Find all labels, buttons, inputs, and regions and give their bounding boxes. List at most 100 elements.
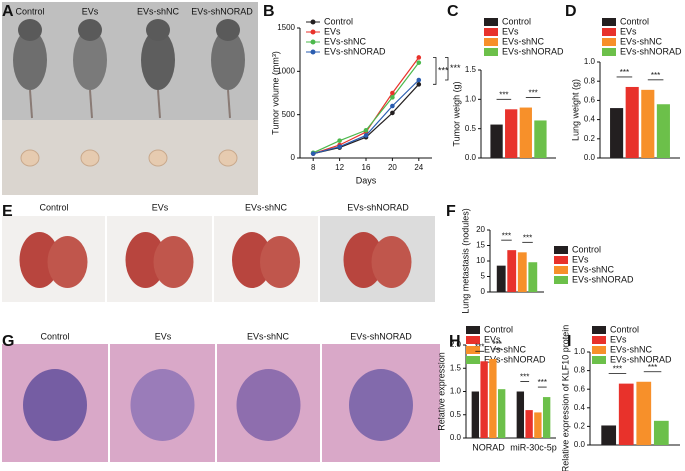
photo-label: EVs — [155, 331, 172, 341]
legend-label: EVs-shNORAD — [484, 354, 546, 364]
legend-swatch — [602, 18, 616, 26]
bar — [516, 391, 525, 438]
y-tick-label: 0 — [291, 153, 296, 162]
y-tick-label: 10 — [476, 256, 485, 265]
annotation: *** — [523, 233, 532, 242]
legend-swatch — [554, 246, 568, 254]
y-tick-label: 5 — [481, 272, 486, 281]
y-axis-label: Tumor weigh (g) — [451, 81, 461, 146]
x-tick-label: 16 — [362, 163, 371, 172]
bar — [528, 262, 538, 292]
panel-letter: A — [2, 3, 14, 20]
legend-label: EVs — [610, 334, 627, 344]
mouse-head — [78, 19, 102, 41]
point — [363, 127, 369, 133]
annotation: *** — [538, 378, 547, 387]
lung — [371, 236, 412, 288]
legend-label: EVs-shNORAD — [502, 46, 564, 56]
histology-region — [23, 369, 87, 441]
panel-letter: C — [447, 3, 459, 20]
annotation: *** — [648, 363, 657, 372]
y-tick-label: 1.0 — [584, 57, 596, 66]
legend-swatch — [602, 48, 616, 56]
y-tick-label: 0 — [481, 287, 486, 296]
y-tick-label: 0.8 — [584, 76, 596, 85]
panel-letter: H — [449, 333, 461, 350]
bar — [542, 397, 551, 438]
annotation: *** — [613, 365, 622, 374]
lung — [232, 232, 272, 288]
bar — [490, 124, 503, 158]
y-tick-label: 0.0 — [584, 153, 596, 162]
histology-region — [130, 369, 195, 441]
y-tick-label: 0.6 — [584, 96, 596, 105]
legend-label: Control — [610, 324, 639, 334]
annotation: *** — [438, 65, 449, 75]
panel-letter: F — [446, 203, 456, 220]
legend-label: Control — [502, 16, 531, 26]
bar — [534, 412, 542, 438]
panel-letter: E — [2, 203, 13, 220]
lung — [125, 232, 166, 288]
point — [337, 144, 342, 150]
panel-letter: I — [567, 333, 571, 350]
legend-swatch — [602, 38, 616, 46]
bar — [534, 120, 547, 158]
x-tick-label: 20 — [388, 163, 397, 172]
photo-label: EVs-shNORAD — [350, 331, 412, 341]
legend-label: EVs-shNORAD — [610, 354, 672, 364]
photo-label: Control — [39, 202, 68, 212]
y-axis-label: Lung metastasis (nodules) — [460, 208, 470, 314]
annotation: *** — [502, 231, 511, 240]
legend-marker — [310, 19, 316, 25]
annotation: *** — [499, 90, 508, 99]
bar — [517, 252, 527, 292]
mouse-tail — [89, 89, 93, 119]
x-tick-label: 24 — [414, 163, 423, 172]
x-tick-label: 8 — [311, 163, 316, 172]
legend-label: EVs-shNC — [572, 264, 615, 274]
legend-swatch — [484, 38, 498, 46]
lung — [19, 232, 60, 288]
legend-marker — [310, 49, 316, 55]
bar — [497, 389, 506, 438]
bracket — [433, 57, 437, 85]
legend-label: EVs-shNC — [502, 36, 545, 46]
legend-swatch — [592, 326, 606, 334]
y-tick-label: 0.2 — [584, 134, 596, 143]
legend-label: EVs-shNC — [610, 344, 653, 354]
series-line — [313, 83, 420, 155]
x-tick-label: 12 — [335, 163, 344, 172]
mouse-tail — [227, 89, 231, 119]
legend-label: Control — [484, 324, 513, 334]
y-axis-label: Relative expression of KLF10 protein — [560, 325, 570, 471]
y-tick-label: 0.0 — [574, 440, 586, 449]
lung — [343, 232, 384, 288]
y-tick-label: 0.4 — [584, 115, 596, 124]
legend-swatch — [466, 356, 480, 364]
panel-letter: B — [263, 3, 275, 20]
mouse-head — [18, 19, 42, 41]
y-tick-label: 1.5 — [450, 363, 462, 372]
y-tick-label: 0.8 — [574, 366, 586, 375]
y-tick-label: 15 — [476, 241, 485, 250]
y-axis-label: Tumor volume (mm³) — [270, 51, 280, 135]
legend-label: EVs — [502, 26, 519, 36]
x-axis-label: Days — [356, 175, 377, 185]
legend-label: EVs-shNORAD — [572, 274, 634, 284]
y-tick-label: 1.0 — [450, 387, 462, 396]
y-axis-label: Relative expression — [436, 352, 446, 431]
annotation: *** — [520, 373, 529, 382]
bar — [519, 107, 532, 158]
point — [337, 138, 342, 143]
y-tick-label: 20 — [476, 225, 485, 234]
photo-label: EVs — [82, 6, 99, 16]
annotation: *** — [620, 68, 629, 77]
legend-swatch — [592, 356, 606, 364]
mouse — [141, 30, 175, 90]
bar — [618, 383, 634, 445]
bar — [489, 358, 497, 438]
legend-swatch — [592, 346, 606, 354]
panel-letter: D — [565, 3, 577, 20]
